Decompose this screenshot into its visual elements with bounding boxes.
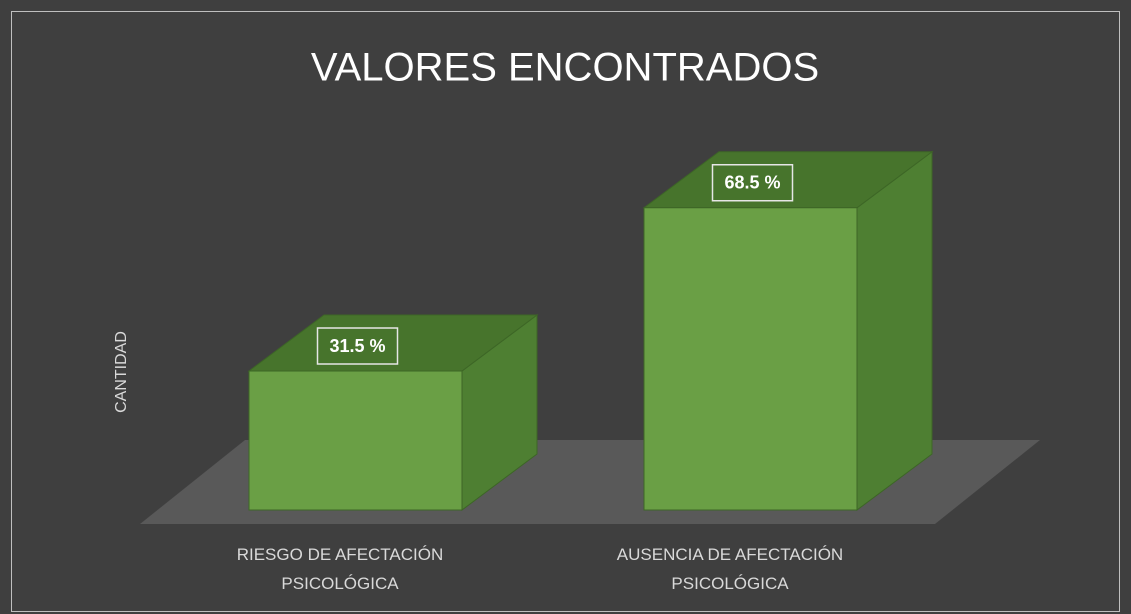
value-label-box <box>316 327 399 365</box>
x-tick-label: AUSENCIA DE AFECTACIÓN PSICOLÓGICA <box>617 545 843 593</box>
bar-side <box>856 150 933 511</box>
bar <box>642 150 934 511</box>
chart-title: VALORES ENCONTRADOS <box>311 46 819 90</box>
bar-front <box>643 207 858 511</box>
x-tick-label: RIESGO DE AFECTACIÓN PSICOLÓGICA <box>237 545 444 593</box>
bar <box>247 314 539 511</box>
bar-front <box>248 370 463 511</box>
chart-border <box>11 11 1120 612</box>
y-axis-label: CANTIDAD <box>113 331 130 413</box>
value-label: 31.5 % <box>329 336 385 356</box>
value-label-box <box>711 163 794 202</box>
value-label: 68.5 % <box>724 172 780 192</box>
